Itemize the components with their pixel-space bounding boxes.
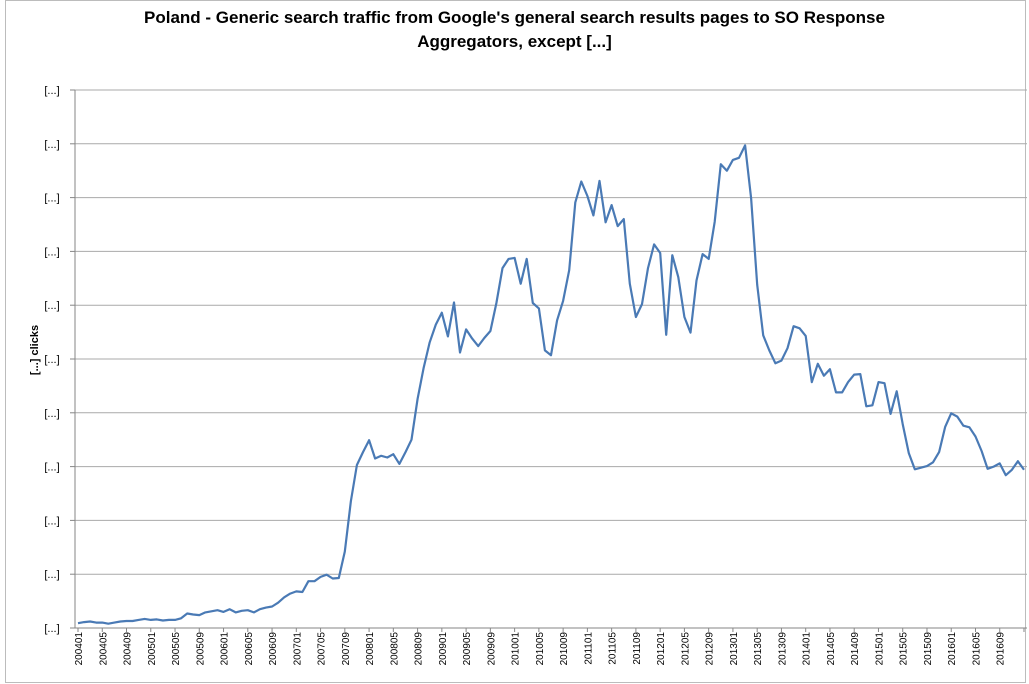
x-tick-label: 200809 <box>414 632 425 666</box>
x-tick-label: 201201 <box>656 632 667 666</box>
x-tick-label: 200609 <box>268 632 279 666</box>
x-tick-label: 201609 <box>996 632 1007 666</box>
x-tick-label: 200405 <box>98 632 109 666</box>
series-line <box>77 144 1025 625</box>
y-tick-label: [...] <box>44 193 59 205</box>
x-tick-label: 201409 <box>850 632 861 666</box>
x-tick-label: 201605 <box>971 632 982 666</box>
x-tick-label: 200601 <box>220 632 231 666</box>
x-tick-label: 201009 <box>559 632 570 666</box>
y-axis-label: [...] clicks <box>29 325 41 375</box>
x-tick-label: 201309 <box>777 632 788 666</box>
x-tick-label: 201601 <box>947 632 958 666</box>
x-tick-label: 200701 <box>292 632 303 666</box>
x-tick-label: 200605 <box>244 632 255 666</box>
x-tick-label: 200801 <box>365 632 376 666</box>
y-tick-label: [...] <box>44 462 59 474</box>
x-tick-label: 201405 <box>826 632 837 666</box>
y-tick-label: [...] <box>44 515 59 527</box>
x-tick-label: 200501 <box>147 632 158 666</box>
x-tick-label: 200909 <box>486 632 497 666</box>
x-tick-label: 201509 <box>923 632 934 666</box>
y-tick-label: [...] <box>44 623 59 635</box>
gridlines <box>75 89 1027 575</box>
y-axis-ticks: [...] [...] [...] [...] [...] [...] [...] [...]… <box>44 85 75 635</box>
x-tick-label: 201205 <box>680 632 691 666</box>
x-tick-label: 200509 <box>195 632 206 666</box>
x-tick-label: 201401 <box>802 632 813 666</box>
x-tick-label: 200505 <box>171 632 182 666</box>
chart-title: Poland - Generic search traffic from Goo… <box>0 6 1029 54</box>
x-tick-label: 201501 <box>874 632 885 666</box>
y-tick-label: [...] <box>44 246 59 258</box>
x-tick-label: 201101 <box>583 632 594 665</box>
x-tick-label: 200905 <box>462 632 473 666</box>
chart-title-line-1: Poland - Generic search traffic from Goo… <box>144 8 885 27</box>
x-tick-label: 201105 <box>608 632 619 665</box>
x-tick-label: 201109 <box>632 632 643 665</box>
chart-frame <box>5 0 1026 683</box>
x-tick-label: 200805 <box>389 632 400 666</box>
y-tick-label: [...] <box>44 408 59 420</box>
x-tick-label: 201209 <box>705 632 716 666</box>
x-tick-label: 200705 <box>317 632 328 666</box>
x-tick-label: 201005 <box>535 632 546 666</box>
y-tick-label: [...] <box>44 569 59 581</box>
series-group <box>77 144 1025 625</box>
y-tick-label: [...] <box>44 354 59 366</box>
x-tick-label: 200409 <box>123 632 134 666</box>
x-tick-label: 201301 <box>729 632 740 666</box>
x-tick-label: 200901 <box>438 632 449 666</box>
x-tick-label: 200401 <box>74 632 85 666</box>
chart-title-line-2: Aggregators, except [...] <box>417 32 612 51</box>
x-tick-label: 201505 <box>899 632 910 666</box>
x-tick-label: 200709 <box>341 632 352 666</box>
x-tick-label: 201001 <box>511 632 522 666</box>
y-tick-label: [...] <box>44 85 59 97</box>
y-tick-label: [...] <box>44 139 59 151</box>
x-axis-ticks: 200401 200405 200409 200501 200505 200509 2006… <box>74 628 1025 666</box>
x-tick-label: 201305 <box>753 632 764 666</box>
y-tick-label: [...] <box>44 300 59 312</box>
